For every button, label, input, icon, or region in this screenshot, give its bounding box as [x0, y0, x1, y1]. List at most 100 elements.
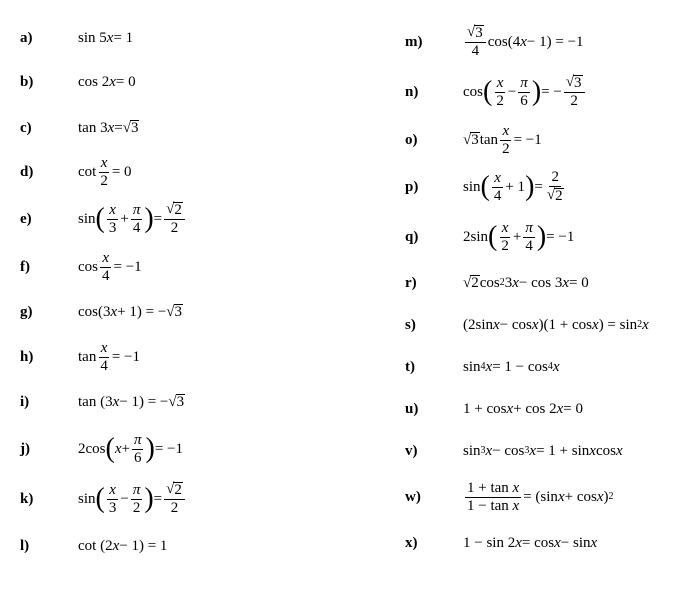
- row-q: q) 2sin(x2 + π4) = −1: [405, 212, 672, 262]
- den: 4: [98, 358, 110, 374]
- radicand: 2: [470, 275, 480, 292]
- var-x: x: [115, 441, 122, 458]
- nx: x: [513, 480, 520, 496]
- row-o: o) √3 tanx2 = −1: [405, 118, 672, 162]
- t1: + cos: [565, 489, 597, 506]
- fn: tan 3: [78, 120, 108, 137]
- rhs: = 0: [569, 275, 589, 292]
- row-g: g) cos(3x + 1) = −√3: [20, 290, 405, 334]
- sqrt: √3: [463, 132, 480, 149]
- den: 2: [98, 173, 110, 189]
- rparen-icon: ): [532, 82, 541, 102]
- frac: √34: [465, 25, 486, 60]
- dd: 2: [568, 93, 580, 109]
- radicand: 3: [130, 120, 140, 137]
- t2: − 1) = −1: [527, 34, 584, 51]
- x2: x: [532, 317, 539, 334]
- label-d: d): [20, 164, 78, 181]
- n1: 1 + tan: [467, 480, 513, 496]
- sqrt: √3: [123, 120, 140, 137]
- rhs: = −1: [155, 441, 183, 458]
- eq-j: 2cos(x + π6) = −1: [78, 433, 183, 466]
- d1: 2: [494, 93, 506, 109]
- radicand: 3: [573, 75, 583, 92]
- row-l: l) cot (2x − 1) = 1: [20, 524, 405, 568]
- t2: + cos 2: [513, 401, 556, 418]
- plus: +: [122, 441, 130, 458]
- row-n: n) cos(x2 − π6) = −√32: [405, 66, 672, 118]
- t1: tan (3: [78, 394, 113, 411]
- x2: x: [557, 401, 564, 418]
- frac: π6: [132, 433, 144, 466]
- fn: cos 2: [78, 74, 109, 91]
- lparen-icon: (: [96, 489, 105, 509]
- row-i: i) tan (3x − 1) = −√3: [20, 380, 405, 424]
- n2: π: [133, 202, 141, 218]
- t1: cos: [480, 275, 500, 292]
- row-d: d) cotx2 = 0: [20, 150, 405, 194]
- row-j: j) 2cos(x + π6) = −1: [20, 424, 405, 474]
- eq-e: sin(x3 + π4) = √22: [78, 202, 187, 237]
- eq-h: tanx4 = −1: [78, 341, 140, 374]
- eq-a: sin 5x = 1: [78, 30, 133, 47]
- frac2: π4: [131, 203, 143, 236]
- fn: cos: [463, 84, 483, 101]
- row-c: c) tan 3x = √3: [20, 106, 405, 150]
- exp: 2: [609, 491, 614, 502]
- rhs: = 0: [112, 164, 132, 181]
- d1: 2: [499, 238, 511, 254]
- x1: x: [558, 489, 565, 506]
- d1: 1 − tan: [467, 498, 513, 514]
- t1: (2sin: [463, 317, 493, 334]
- num: x: [502, 123, 509, 139]
- label-n: n): [405, 84, 463, 101]
- fn: tan: [78, 349, 96, 366]
- frac: x2: [98, 156, 110, 189]
- right-column: m) √34cos(4x − 1) = −1 n) cos(x2 − π6) =…: [405, 18, 672, 568]
- eq-v: sin3 x − cos3 x = 1 + sin x cos x: [463, 443, 623, 460]
- frac-rhs: 2√2: [545, 170, 566, 205]
- row-e: e) sin(x3 + π4) = √22: [20, 194, 405, 244]
- var-x: x: [108, 120, 115, 137]
- t2: − 1) = 1: [119, 538, 167, 555]
- label-j: j): [20, 441, 78, 458]
- eq-sign: = 1 + sin: [536, 443, 589, 460]
- n1: x: [502, 220, 509, 236]
- label-r: r): [405, 275, 463, 292]
- eq-c: tan 3x = √3: [78, 120, 139, 137]
- radicand: 3: [174, 304, 184, 321]
- t2: + 1) = −: [117, 304, 166, 321]
- e1: 3: [481, 445, 486, 456]
- x2: x: [597, 489, 604, 506]
- t2: − cos: [492, 443, 524, 460]
- label-t: t): [405, 359, 463, 376]
- fn: 2sin: [463, 229, 488, 246]
- row-b: b) cos 2x = 0: [20, 58, 405, 106]
- x2: x: [562, 275, 569, 292]
- plus: +: [513, 229, 521, 246]
- eq-q: 2sin(x2 + π4) = −1: [463, 221, 574, 254]
- eq-sign: = 1 − cos: [492, 359, 548, 376]
- n2: π: [520, 75, 528, 91]
- den: 4: [100, 268, 112, 284]
- d2: 4: [131, 220, 143, 236]
- eq-k: sin(x3 − π2) = √22: [78, 482, 187, 517]
- d2: 6: [518, 93, 530, 109]
- x1: x: [506, 401, 513, 418]
- e2: 4: [548, 361, 553, 372]
- frac-rhs: √32: [564, 75, 585, 110]
- num: x: [102, 250, 109, 266]
- fn: cos: [78, 259, 98, 276]
- x1: x: [512, 275, 519, 292]
- eq-o: √3 tanx2 = −1: [463, 124, 542, 157]
- x3: x: [589, 443, 596, 460]
- frac: x4: [492, 171, 504, 204]
- label-s: s): [405, 317, 463, 334]
- x3: x: [592, 317, 599, 334]
- n1: x: [109, 202, 116, 218]
- t2: − cos: [500, 317, 532, 334]
- sqrt: √3: [467, 25, 484, 42]
- t2: − 1) = −: [119, 394, 168, 411]
- left-column: a) sin 5x = 1 b) cos 2x = 0 c) tan 3x = …: [20, 18, 405, 568]
- minus: −: [508, 84, 516, 101]
